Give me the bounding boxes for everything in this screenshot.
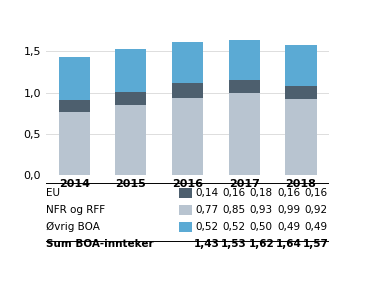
Text: 1,43: 1,43: [194, 239, 220, 249]
Text: 1,57: 1,57: [303, 239, 329, 249]
Text: 0,93: 0,93: [250, 205, 273, 215]
FancyBboxPatch shape: [179, 188, 192, 197]
Text: 1,62: 1,62: [249, 239, 274, 249]
Text: Øvrig BOA: Øvrig BOA: [46, 222, 100, 232]
Bar: [115, 92, 146, 105]
Text: 0,52: 0,52: [195, 222, 219, 232]
Text: 0,49: 0,49: [304, 222, 327, 232]
FancyBboxPatch shape: [179, 205, 192, 214]
Text: 0,14: 0,14: [195, 188, 219, 198]
Text: 0,50: 0,50: [250, 222, 273, 232]
Text: 0,18: 0,18: [250, 188, 273, 198]
Text: 1,53: 1,53: [221, 239, 247, 249]
Text: 0,49: 0,49: [277, 222, 300, 232]
Bar: [59, 112, 90, 175]
Bar: [172, 42, 203, 84]
Bar: [172, 84, 203, 98]
Text: 0,77: 0,77: [195, 205, 219, 215]
Bar: [229, 93, 260, 175]
Text: 0,99: 0,99: [277, 205, 300, 215]
Text: 0,92: 0,92: [304, 205, 327, 215]
Bar: [115, 105, 146, 175]
FancyBboxPatch shape: [179, 223, 192, 231]
Text: Sum BOA-innteker: Sum BOA-innteker: [46, 239, 153, 249]
Text: EU: EU: [46, 188, 60, 198]
Bar: [229, 80, 260, 93]
Bar: [172, 98, 203, 175]
Bar: [59, 100, 90, 112]
Text: NFR og RFF: NFR og RFF: [46, 205, 105, 215]
Text: 0,52: 0,52: [223, 222, 246, 232]
Text: 0,16: 0,16: [277, 188, 300, 198]
Text: 0,85: 0,85: [223, 205, 246, 215]
Bar: [285, 86, 317, 99]
Bar: [229, 40, 260, 80]
Text: 0,16: 0,16: [223, 188, 246, 198]
Text: 1,64: 1,64: [276, 239, 302, 249]
Bar: [285, 99, 317, 175]
Bar: [115, 49, 146, 92]
Bar: [285, 45, 317, 86]
Bar: [59, 57, 90, 100]
Text: 0,16: 0,16: [304, 188, 327, 198]
